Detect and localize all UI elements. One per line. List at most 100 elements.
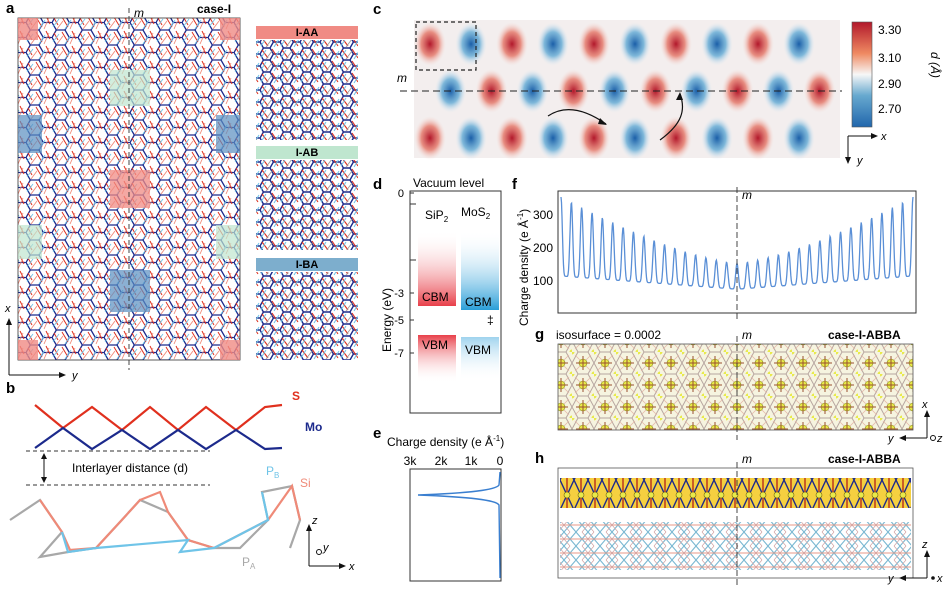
x-arrowhead-icon (6, 318, 12, 325)
heatmap-cold-spot (783, 22, 815, 66)
pb-label: PB (266, 464, 279, 480)
axis-y-label-a: y (71, 370, 79, 382)
aa-region (110, 170, 150, 208)
iab-header (256, 146, 358, 159)
colorbar-label: d (Å) (928, 52, 943, 78)
mos2-cbm-band (461, 230, 499, 310)
f-tick-2: 100 (533, 274, 553, 288)
band-offset-marker: ‡ (487, 313, 494, 327)
panel-e: e Charge density (e Å-1) 3k 2k 1k 0 (373, 425, 504, 582)
heatmap-cold-spot (455, 22, 487, 66)
vacuum-label: Vacuum level (413, 176, 484, 190)
case-label-h: case-I-ABBA (828, 452, 901, 466)
heatmap-cold-spot (783, 116, 815, 160)
e-tick-0: 3k (404, 454, 418, 468)
axis-y-h: y (887, 573, 895, 585)
heatmap-cold-spot (619, 116, 651, 160)
z-arrow-icon (306, 524, 312, 531)
colorbar (851, 21, 873, 128)
heatmap-cold-spot (680, 69, 713, 113)
ia-label: I-AA (296, 27, 319, 39)
heatmap-hot-spot (721, 69, 754, 113)
mos2-s-chain (34, 403, 283, 432)
ba-region (110, 270, 150, 312)
sip2-cbm-label: CBM (422, 290, 449, 304)
isosurface-label: isosurface = 0.0002 (556, 328, 661, 342)
aa-corner-tr (220, 18, 240, 40)
y-arrow-icon-h (899, 575, 906, 581)
ia-structure (256, 40, 358, 140)
panel-letter-d: d (373, 176, 382, 193)
ab-region-right (216, 225, 240, 259)
mirror-label-a: m (134, 6, 144, 20)
y-out-icon (316, 549, 322, 555)
axis-y-c: y (856, 155, 864, 167)
mo-label: Mo (305, 420, 322, 434)
mirror-label-g: m (742, 328, 752, 342)
s-label: S (292, 389, 300, 403)
sip2-vbm-band (418, 335, 456, 383)
e-tick-3: 0 (497, 454, 504, 468)
aa-corner-bl (18, 340, 38, 360)
e-frame (409, 468, 502, 582)
mos2-mo-chain (34, 426, 283, 451)
x-arrow-icon-c (871, 133, 878, 139)
mos2-cbm-label: CBM (465, 295, 492, 309)
heatmap-hot-spot (742, 116, 774, 160)
axis-z-b: z (311, 515, 318, 527)
e-title: Charge density (e Å-1) (387, 434, 504, 449)
panel-h: h m case-I-ABBA z y x (535, 450, 943, 586)
cbar-tick-2: 2.90 (878, 77, 902, 91)
panel-f: f 300 200 100 Charge density (e Å-1) m (512, 176, 917, 326)
mos2-label: MoS2 (461, 205, 491, 221)
panel-letter-e: e (373, 425, 381, 442)
heatmap-hot-spot (742, 22, 774, 66)
heatmap-hot-spot (660, 116, 692, 160)
heatmap-cold-spot (455, 116, 487, 160)
heatmap-hot-spot (578, 116, 610, 160)
axis-z-g: z (936, 433, 943, 445)
g-structure (557, 343, 914, 431)
mirror-label-h: m (742, 452, 752, 466)
panel-letter-a: a (6, 0, 15, 17)
axis-x-label-a: x (4, 303, 11, 315)
iba-header (256, 258, 358, 271)
panel-letter-c: c (373, 1, 381, 18)
heatmap-hot-spot (414, 116, 446, 160)
unit-cell-box (415, 21, 477, 71)
aa-corner-br (220, 340, 240, 360)
mirror-label-f: m (742, 188, 752, 202)
ba-region-right (216, 115, 240, 153)
energy-tick-2: -5 (394, 315, 404, 327)
z-arrow-icon-h (924, 550, 930, 557)
mos2-vbm-band (461, 337, 499, 381)
heatmap-hot-spot (660, 22, 692, 66)
h-mos2-layer (560, 478, 911, 508)
axis-x-g: x (921, 399, 928, 411)
ba-region-left (18, 115, 42, 153)
interlayer-label: Interlayer distance (d) (72, 461, 188, 475)
energy-tick-0: 0 (398, 188, 404, 200)
x-arrow-icon-g (924, 410, 930, 417)
iab-label: I-AB (296, 147, 319, 159)
y-arrowhead-icon (59, 372, 66, 378)
e-tick-2: 1k (465, 454, 479, 468)
x-arrow-icon-b (339, 563, 346, 569)
arrowhead-1-icon (598, 118, 607, 125)
ab-region-left (18, 225, 42, 259)
arrowhead-2-icon (676, 92, 683, 100)
panel-letter-b: b (6, 380, 15, 397)
distance-arrowheads-icon (41, 453, 47, 483)
axis-y-b: y (322, 542, 330, 554)
heatmap-hot-spot (578, 22, 610, 66)
panel-d: d Vacuum level 0 -3 -5 -7 Energy (eV) Si… (373, 176, 502, 414)
cbar-tick-1: 3.10 (878, 51, 902, 65)
panel-a: a m case-I x y (4, 0, 241, 382)
iba-structure (256, 272, 358, 360)
energy-tick-1: -3 (394, 288, 404, 300)
heatmap-cold-spot (701, 22, 733, 66)
panel-letter-g: g (535, 326, 544, 343)
z-out-icon-g (930, 435, 936, 441)
ab-region (110, 70, 150, 106)
axis-x-c: x (880, 131, 887, 143)
